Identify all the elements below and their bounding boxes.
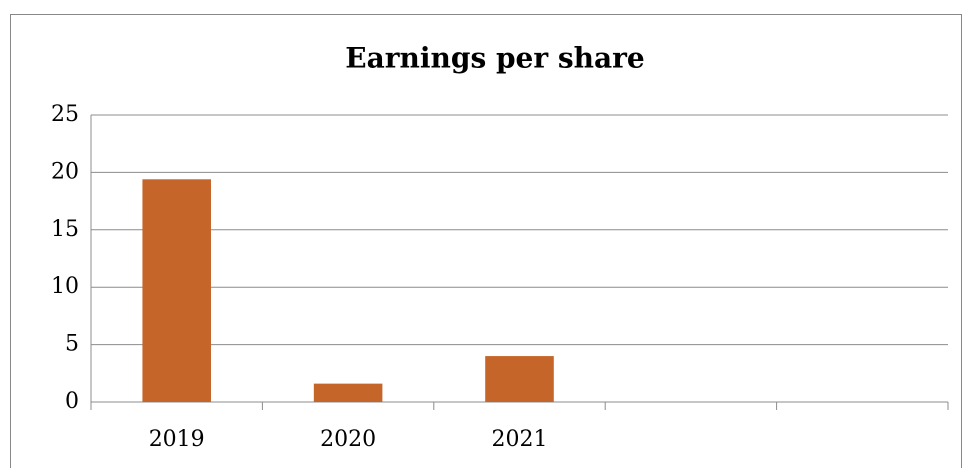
x-tick-label: 2021 [492,427,548,452]
bar [313,383,383,402]
bar [485,356,554,402]
bar [142,179,211,402]
y-tick-label: 10 [51,274,79,299]
y-tick-label: 15 [51,217,79,242]
chart-title: Earnings per share [345,42,644,75]
y-tick-label: 0 [65,389,79,414]
x-tick-label: 2020 [320,427,376,452]
x-tick-label: 2019 [149,427,205,452]
y-tick-label: 5 [65,332,79,357]
y-tick-label: 25 [51,102,79,127]
y-tick-label: 20 [51,159,79,184]
